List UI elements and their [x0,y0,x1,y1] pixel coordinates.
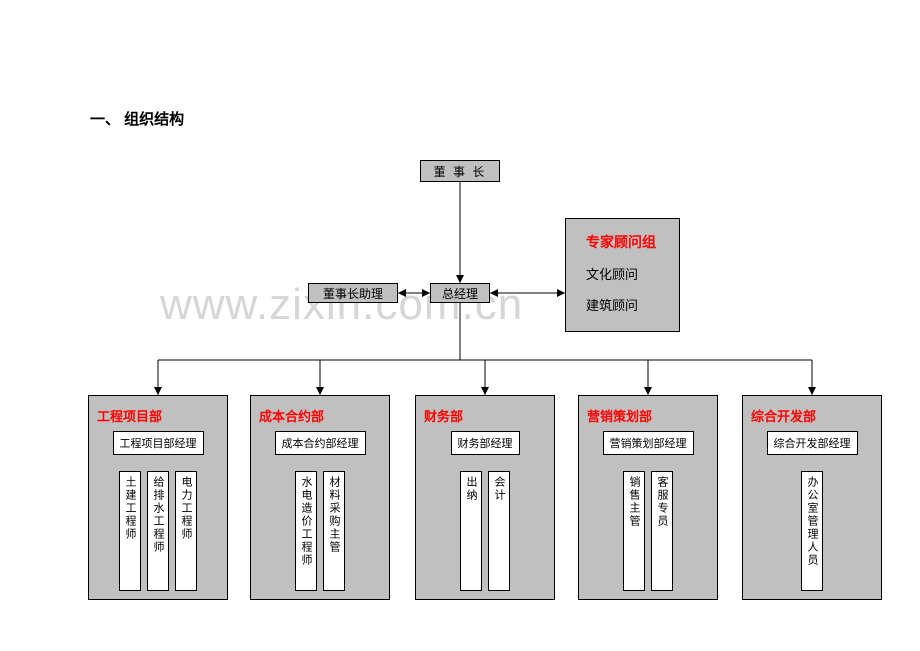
advisor-item-1: 建筑顾问 [586,295,659,314]
dept-title: 财务部 [424,406,546,425]
chairman-box: 董 事 长 [420,160,500,182]
dept-manager: 综合开发部经理 [767,431,858,455]
dept-positions: 水电造价工程师 材料采购主管 [259,471,381,591]
dept-positions: 土建工程师 给排水工程师 电力工程师 [97,471,219,591]
position-box: 出纳 [460,471,482,591]
position-box: 销售主管 [623,471,645,591]
dept-positions: 销售主管 客服专员 [587,471,709,591]
dept-manager: 成本合约部经理 [275,431,366,455]
dept-manager: 营销策划部经理 [603,431,694,455]
position-box: 电力工程师 [175,471,197,591]
page-title: 一、 组织结构 [90,108,184,129]
position-box: 客服专员 [651,471,673,591]
position-box: 会计 [488,471,510,591]
dept-positions: 出纳 会计 [424,471,546,591]
position-box: 给排水工程师 [147,471,169,591]
dept-title: 成本合约部 [259,406,381,425]
dept-engineering: 工程项目部 工程项目部经理 土建工程师 给排水工程师 电力工程师 [88,395,228,600]
advisor-title: 专家顾问组 [586,232,659,252]
position-box: 水电造价工程师 [295,471,317,591]
chairman-label: 董 事 长 [434,163,487,180]
dept-marketing: 营销策划部 营销策划部经理 销售主管 客服专员 [578,395,718,600]
gm-label: 总经理 [442,285,478,302]
dept-manager: 财务部经理 [451,431,520,455]
dept-title: 工程项目部 [97,406,219,425]
dept-cost: 成本合约部 成本合约部经理 水电造价工程师 材料采购主管 [250,395,390,600]
assistant-box: 董事长助理 [308,283,398,303]
dept-manager: 工程项目部经理 [113,431,204,455]
assistant-label: 董事长助理 [323,285,383,302]
position-box: 办公室管理人员 [801,471,823,591]
dept-title: 营销策划部 [587,406,709,425]
dept-development: 综合开发部 综合开发部经理 办公室管理人员 [742,395,882,600]
dept-positions: 办公室管理人员 [751,471,873,591]
gm-box: 总经理 [430,283,490,303]
position-box: 土建工程师 [119,471,141,591]
advisor-box: 专家顾问组 文化顾问 建筑顾问 [565,218,680,332]
advisor-item-0: 文化顾问 [586,264,659,283]
position-box: 材料采购主管 [323,471,345,591]
dept-finance: 财务部 财务部经理 出纳 会计 [415,395,555,600]
dept-title: 综合开发部 [751,406,873,425]
